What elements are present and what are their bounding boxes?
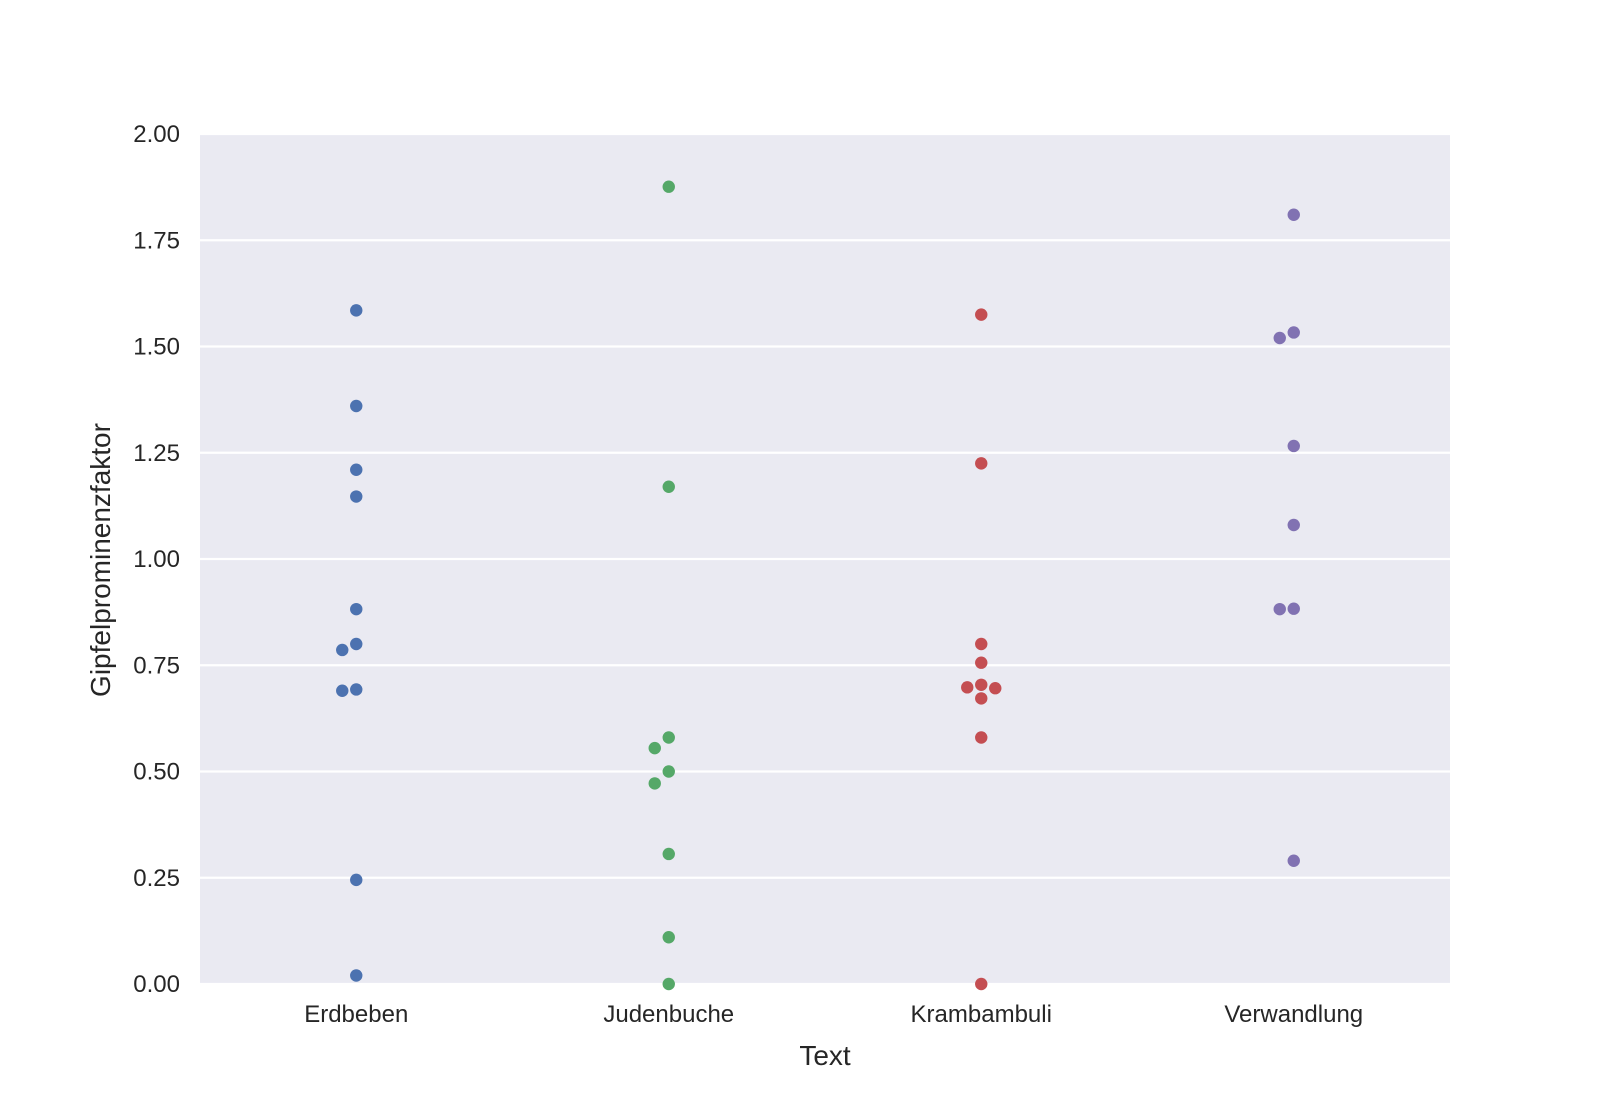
data-point [975,637,988,651]
data-point [975,656,988,669]
data-point [662,180,675,193]
y-axis-label: Gipfelprominenzfaktor [85,423,116,697]
data-point [975,308,988,321]
data-point [350,637,363,651]
x-tick-label: Judenbuche [603,1001,734,1028]
y-tick-label: 1.00 [133,546,180,573]
data-point [975,692,988,705]
data-point [1287,854,1300,867]
x-tick-label: Erdbeben [304,1001,408,1028]
data-point [648,741,661,755]
data-point [662,931,675,944]
data-point [1273,331,1286,345]
data-point [975,678,988,691]
grid-lines [200,132,1450,986]
y-tick-label: 0.25 [133,865,180,892]
y-tick-label: 1.50 [133,334,180,361]
data-point [350,463,363,476]
data-point [975,977,988,991]
y-tick-label: 1.25 [133,440,180,467]
x-tick-label: Krambambuli [911,1001,1052,1028]
data-point [350,490,363,503]
data-point [350,304,363,317]
x-tick-labels: Erdbeben Judenbuche Krambambuli Verwandlung [304,1001,1363,1028]
y-tick-label: 2.00 [133,121,180,148]
data-point [662,480,675,493]
data-point [662,765,675,778]
data-point [975,457,988,470]
y-tick-label: 0.50 [133,759,180,786]
data-points [336,180,1300,991]
data-point [350,399,363,413]
data-point [648,777,661,790]
data-point [336,643,349,657]
y-tick-label: 0.75 [133,652,180,679]
data-point [1287,326,1300,339]
data-point [350,602,363,616]
x-axis-label: Text [799,1040,851,1071]
x-tick-label: Verwandlung [1224,1001,1363,1028]
data-point [1287,439,1300,453]
data-point [662,731,675,744]
data-point [350,969,363,982]
data-point [1287,518,1300,532]
data-point [1273,602,1286,616]
y-tick-labels: 0.00 0.25 0.50 0.75 1.00 1.25 1.50 1.75 2.00 [133,121,180,998]
data-point [1287,208,1300,221]
data-point [975,731,988,744]
data-point [1287,602,1300,615]
y-tick-label: 1.75 [133,227,180,254]
data-point [989,682,1002,695]
data-point [961,681,974,694]
data-point [350,683,363,696]
y-tick-label: 0.00 [133,971,180,998]
data-point [662,977,675,991]
data-point [350,873,363,887]
data-point [336,684,349,697]
data-point [662,847,675,861]
